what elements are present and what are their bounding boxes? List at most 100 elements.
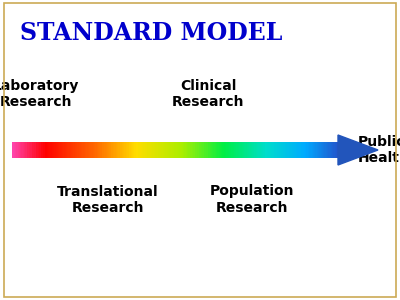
Bar — [178, 142, 179, 158]
Bar — [132, 142, 133, 158]
Bar — [268, 142, 269, 158]
Bar — [21, 142, 22, 158]
Bar — [111, 142, 112, 158]
Bar — [48, 142, 49, 158]
Bar — [202, 142, 203, 158]
Bar — [46, 142, 47, 158]
Bar — [204, 142, 205, 158]
Bar — [283, 142, 284, 158]
Bar — [175, 142, 176, 158]
Bar — [113, 142, 114, 158]
Bar — [104, 142, 105, 158]
Bar — [189, 142, 190, 158]
Bar — [19, 142, 20, 158]
Bar — [148, 142, 149, 158]
Bar — [56, 142, 57, 158]
Bar — [263, 142, 264, 158]
Bar — [264, 142, 265, 158]
Bar — [187, 142, 188, 158]
Bar — [80, 142, 81, 158]
Bar — [323, 142, 324, 158]
Bar — [320, 142, 321, 158]
Bar — [103, 142, 104, 158]
Bar — [292, 142, 293, 158]
Bar — [37, 142, 38, 158]
Bar — [335, 142, 336, 158]
Bar — [146, 142, 147, 158]
Bar — [177, 142, 178, 158]
Bar — [242, 142, 243, 158]
Bar — [222, 142, 223, 158]
Bar — [188, 142, 189, 158]
Bar — [221, 142, 222, 158]
Bar — [31, 142, 32, 158]
Bar — [247, 142, 248, 158]
Bar — [18, 142, 19, 158]
Bar — [180, 142, 181, 158]
Bar — [100, 142, 101, 158]
Bar — [107, 142, 108, 158]
Bar — [245, 142, 246, 158]
Bar — [88, 142, 89, 158]
Bar — [244, 142, 245, 158]
Bar — [315, 142, 316, 158]
Bar — [261, 142, 262, 158]
Bar — [232, 142, 233, 158]
Bar — [220, 142, 221, 158]
Bar — [115, 142, 116, 158]
Bar — [122, 142, 123, 158]
Bar — [226, 142, 227, 158]
Bar — [213, 142, 214, 158]
Bar — [151, 142, 152, 158]
Bar — [173, 142, 174, 158]
Bar — [198, 142, 199, 158]
Bar — [135, 142, 136, 158]
Bar — [249, 142, 250, 158]
Bar — [322, 142, 323, 158]
Bar — [312, 142, 313, 158]
Bar — [272, 142, 273, 158]
Bar — [333, 142, 334, 158]
Bar — [287, 142, 288, 158]
Bar — [119, 142, 120, 158]
Bar — [81, 142, 82, 158]
Bar — [128, 142, 129, 158]
Bar — [250, 142, 251, 158]
Bar — [248, 142, 249, 158]
Bar — [52, 142, 53, 158]
Bar — [179, 142, 180, 158]
Bar — [182, 142, 183, 158]
Bar — [126, 142, 127, 158]
Bar — [159, 142, 160, 158]
Bar — [284, 142, 285, 158]
Bar — [313, 142, 314, 158]
Bar — [228, 142, 229, 158]
Bar — [120, 142, 121, 158]
Bar — [296, 142, 297, 158]
Text: Population
Research: Population Research — [210, 184, 294, 215]
Bar — [171, 142, 172, 158]
Bar — [306, 142, 307, 158]
Bar — [162, 142, 163, 158]
Bar — [62, 142, 63, 158]
Bar — [29, 142, 30, 158]
Bar — [47, 142, 48, 158]
Bar — [258, 142, 259, 158]
Bar — [319, 142, 320, 158]
Bar — [105, 142, 106, 158]
Bar — [167, 142, 168, 158]
Bar — [73, 142, 74, 158]
Bar — [207, 142, 208, 158]
Bar — [131, 142, 132, 158]
Bar — [116, 142, 117, 158]
Bar — [157, 142, 158, 158]
Bar — [35, 142, 36, 158]
Bar — [192, 142, 193, 158]
Bar — [235, 142, 236, 158]
Bar — [163, 142, 164, 158]
Bar — [230, 142, 231, 158]
Bar — [64, 142, 65, 158]
Bar — [59, 142, 60, 158]
Bar — [225, 142, 226, 158]
Bar — [301, 142, 302, 158]
